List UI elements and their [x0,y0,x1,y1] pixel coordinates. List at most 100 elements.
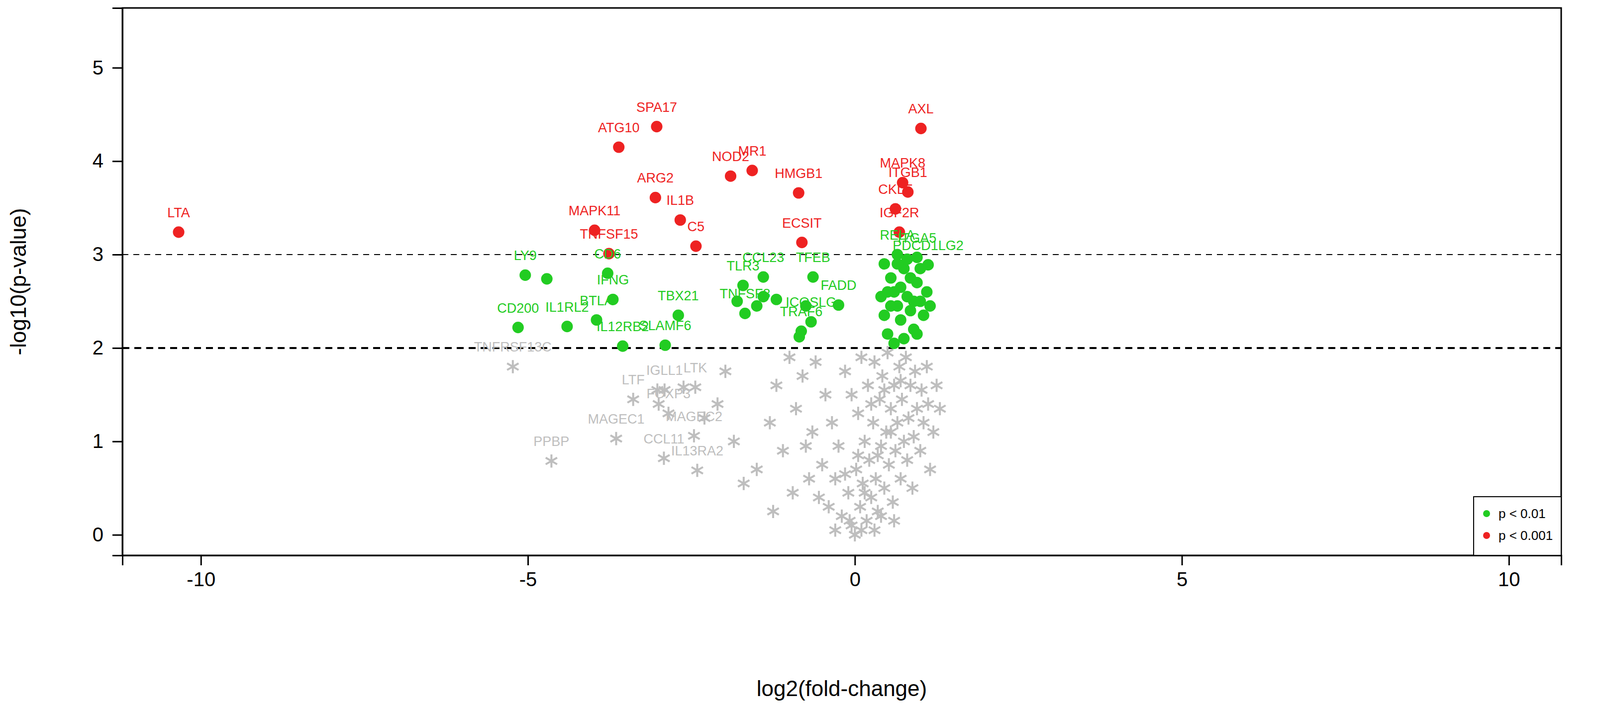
point [689,381,701,395]
point [863,453,876,468]
point-label: IFNG [597,272,630,288]
point [927,425,940,440]
x-tick-label: -10 [186,568,216,591]
point [911,251,923,264]
point [867,416,880,430]
point [829,523,841,538]
point [868,355,881,370]
point [852,449,864,463]
point [917,309,930,322]
point [764,416,776,430]
point [545,454,558,469]
point [924,300,936,312]
point [885,272,897,284]
point [854,500,866,514]
point [770,294,783,306]
point [888,337,900,350]
point [915,383,928,398]
point [787,486,799,500]
point [751,300,763,312]
point [885,402,897,416]
x-tick-label: 5 [1176,568,1188,591]
point [888,514,900,528]
x-tick-label: -5 [519,568,538,591]
point [911,328,923,340]
y-tick: 4 [92,149,123,172]
point-label: TNFRSF13C [474,339,552,355]
point [832,439,845,454]
point-label: MR1 [737,143,767,159]
point-label: FADD [820,278,857,294]
point-label: AXL [908,101,934,117]
point-label: ATG10 [598,120,640,136]
point [878,481,891,496]
series-points [172,120,927,260]
point [904,379,917,393]
point [807,271,819,284]
point [737,477,750,491]
point [616,340,629,353]
point-label: ARG2 [637,170,675,186]
series-points [506,346,946,542]
y-tick-mark [112,254,123,256]
point [842,486,855,500]
point [865,397,878,411]
point [876,369,889,384]
threshold-line [122,254,1562,256]
point [519,269,531,282]
point [767,504,779,519]
point [561,320,573,333]
point-label: TNFSF15 [580,226,639,242]
point [917,416,930,430]
point [852,406,864,421]
point [809,355,822,370]
point [812,491,825,505]
legend-marker [1483,532,1491,540]
point [901,453,913,468]
point [898,434,910,449]
point [858,486,871,500]
y-tick-mark [112,347,123,350]
point [770,379,783,393]
point [895,374,907,388]
x-tick: -5 [519,555,538,591]
point-label: LTF [621,372,645,388]
point [930,379,943,393]
point-label: ECSIT [782,215,822,231]
point-label: MAPK11 [568,203,621,219]
point [907,430,920,444]
point [819,388,832,402]
point [822,500,835,514]
point-label: IL13RA2 [671,443,724,459]
point-label: LTK [683,360,708,376]
point [934,402,946,416]
legend-label: p < 0.01 [1498,506,1546,522]
point [610,432,622,446]
point-label: TNFSF8 [719,286,771,302]
point [865,491,878,505]
point [793,331,805,343]
point-label: CCL23 [742,250,785,266]
point [883,458,895,472]
y-tick: 0 [92,523,123,546]
point [506,360,519,374]
point-label: HMGB1 [774,166,823,182]
point [881,328,894,340]
x-axis-title: log2(fold-change) [756,676,927,701]
point [911,402,923,416]
point [845,388,858,402]
point-label: PPBP [533,434,570,450]
x-axis-line [122,556,1562,567]
x-tick-mark [1181,555,1184,566]
point [909,365,921,379]
point [901,253,913,266]
point [900,350,912,365]
point [885,425,897,440]
point [870,472,882,487]
point-label: ITGA5 [897,230,937,246]
point [839,365,851,379]
x-tick: 5 [1176,555,1188,591]
point-label: SPA17 [636,100,678,115]
point [783,350,796,365]
y-tick-label: 3 [92,243,104,266]
